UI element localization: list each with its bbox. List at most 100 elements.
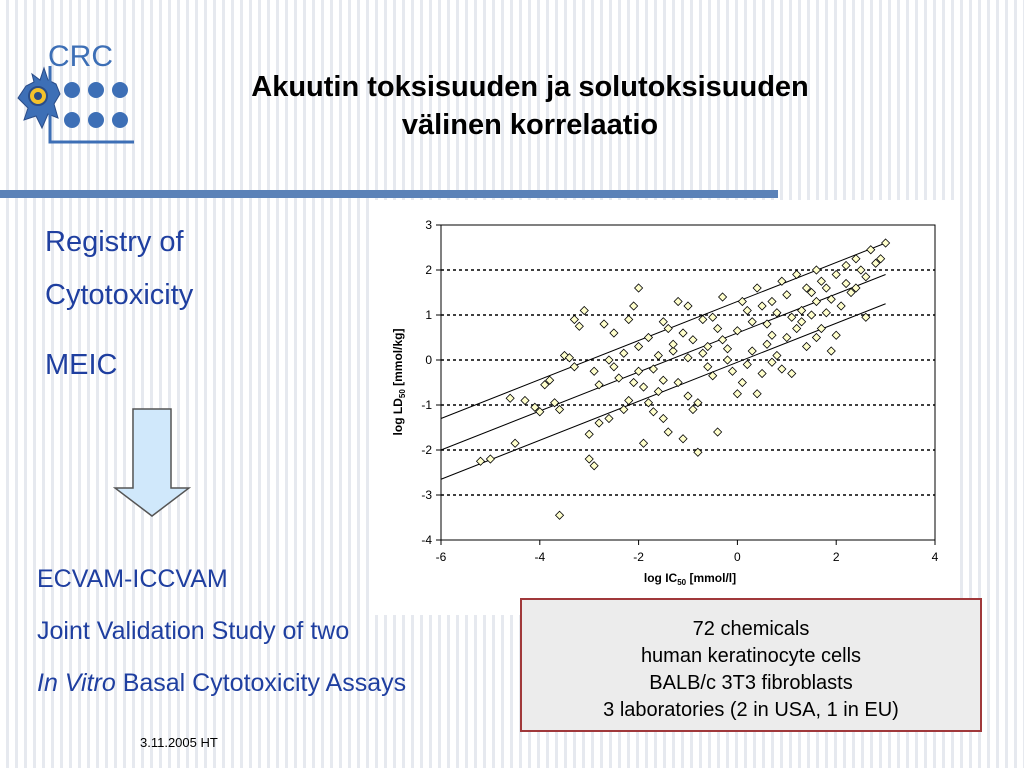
data-point <box>688 404 698 415</box>
data-point <box>708 371 718 381</box>
data-point <box>821 308 831 318</box>
registry-line-2: Cytotoxicity <box>45 279 194 311</box>
data-point <box>747 317 757 327</box>
data-point <box>683 301 693 311</box>
data-point <box>510 438 520 448</box>
data-point <box>737 377 747 388</box>
data-point <box>708 312 718 322</box>
data-point <box>530 402 540 412</box>
data-point <box>475 456 486 466</box>
assays-label: In Vitro Basal Cytotoxicity Assays <box>37 669 406 698</box>
data-point <box>643 398 654 408</box>
data-point <box>757 368 767 379</box>
data-point <box>485 454 495 464</box>
registry-line-1: Registry of <box>45 226 184 258</box>
data-point <box>821 283 831 293</box>
data-point <box>787 312 797 322</box>
y-tick-label: -3 <box>421 488 432 502</box>
data-point <box>658 317 668 327</box>
bracket-line <box>48 66 134 144</box>
data-point <box>772 308 782 318</box>
data-point <box>727 366 738 376</box>
data-point <box>861 272 871 282</box>
data-point <box>653 386 663 397</box>
data-point <box>856 265 866 275</box>
data-point <box>673 377 683 388</box>
data-point <box>732 389 742 399</box>
data-point <box>841 260 851 271</box>
data-point <box>614 373 624 383</box>
y-tick-label: -4 <box>421 533 432 547</box>
y-axis-label: log LD50 [mmol/kg] <box>391 329 407 436</box>
data-point <box>609 362 619 372</box>
data-point <box>505 393 515 403</box>
data-point <box>634 283 644 293</box>
data-point <box>718 292 728 302</box>
data-point <box>836 301 846 311</box>
data-point <box>871 258 881 268</box>
y-tick-label: 0 <box>425 353 432 367</box>
data-point <box>722 344 733 354</box>
info-keratinocyte: human keratinocyte cells <box>640 645 862 667</box>
data-point <box>816 323 826 334</box>
data-point <box>554 510 565 520</box>
data-point <box>663 323 673 334</box>
data-point <box>604 355 614 365</box>
data-point <box>747 346 757 356</box>
data-point <box>762 339 772 349</box>
title-line-2: välinen korrelaatio <box>401 109 659 141</box>
data-point <box>792 323 802 334</box>
data-point <box>520 395 530 406</box>
data-point <box>579 305 589 316</box>
data-point <box>658 375 668 385</box>
data-point <box>678 328 688 338</box>
data-point <box>624 395 634 406</box>
data-point <box>881 238 891 248</box>
data-point <box>782 332 792 343</box>
data-point <box>757 301 767 311</box>
regression-line <box>440 303 886 480</box>
regression-line <box>440 274 886 451</box>
x-tick-label: -4 <box>534 550 545 564</box>
data-point <box>683 353 693 363</box>
data-point <box>732 326 742 336</box>
y-tick-label: 3 <box>425 218 432 232</box>
data-point <box>841 278 851 289</box>
data-point <box>826 294 836 304</box>
data-point <box>752 283 762 293</box>
x-tick-label: -2 <box>633 550 644 564</box>
data-point <box>638 382 649 392</box>
data-point <box>826 346 836 356</box>
x-tick-label: 0 <box>734 550 741 564</box>
data-point <box>811 296 822 307</box>
data-point <box>737 296 747 307</box>
data-point <box>777 364 787 374</box>
data-point <box>792 269 802 280</box>
data-point <box>668 346 678 356</box>
data-point <box>811 332 822 343</box>
logo-text: CRC <box>48 40 113 73</box>
data-point <box>801 341 812 352</box>
data-point <box>693 398 703 408</box>
data-point <box>797 305 807 316</box>
data-point <box>629 301 639 311</box>
assays-label-rest: Basal Cytotoxicity Assays <box>115 669 407 697</box>
data-point <box>564 353 575 363</box>
slide-title: Akuutin toksisuuden ja solutoksisuuden v… <box>160 68 900 144</box>
data-point <box>876 254 886 264</box>
data-point <box>569 362 579 372</box>
data-point <box>673 296 683 307</box>
x-tick-label: 2 <box>833 550 840 564</box>
data-point <box>658 413 668 424</box>
validation-study-label: Joint Validation Study of two <box>37 617 350 645</box>
data-point <box>678 434 688 444</box>
data-point <box>851 283 861 293</box>
data-point <box>703 362 713 372</box>
data-point <box>589 461 599 471</box>
data-point <box>648 364 658 374</box>
data-point <box>584 454 594 464</box>
data-point <box>604 413 614 424</box>
ecvam-label: ECVAM-ICCVAM <box>37 565 228 593</box>
data-point <box>742 305 752 316</box>
